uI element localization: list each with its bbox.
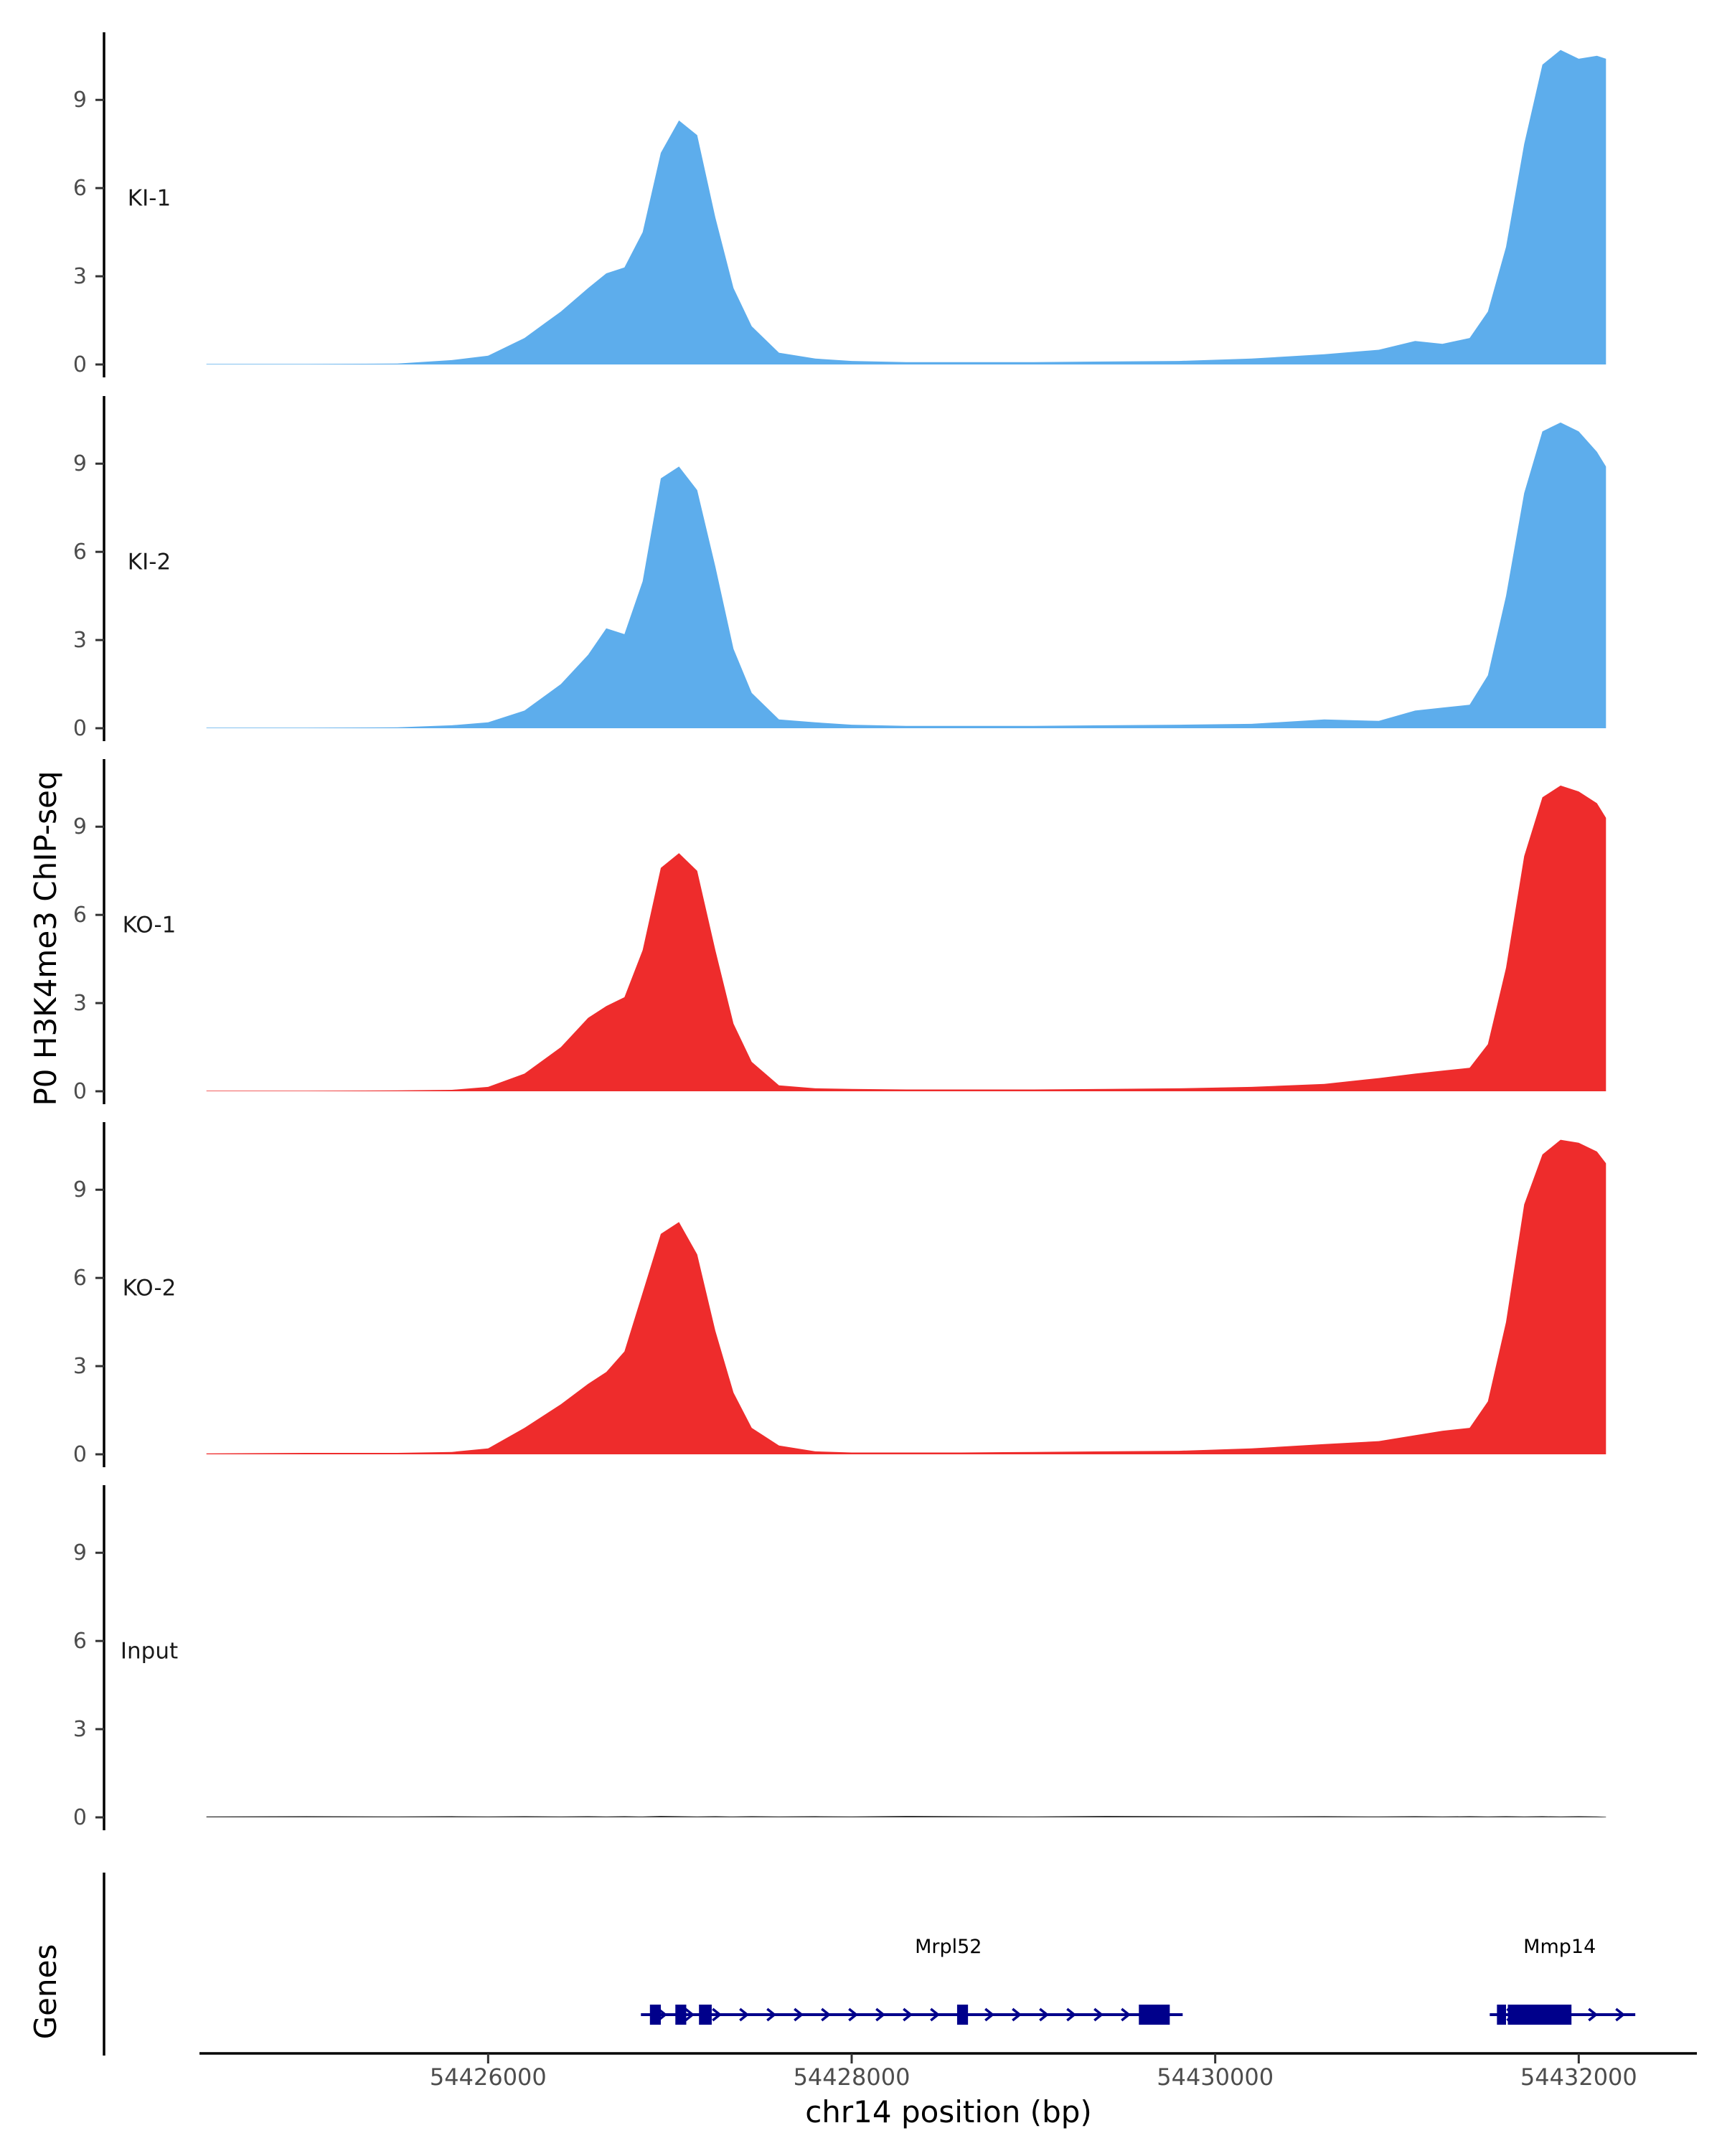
coverage-area-ko-1: [206, 785, 1606, 1091]
strand-arrow-icon: [984, 2007, 995, 2022]
x-axis: 54426000 54428000 54430000 54432000: [199, 2052, 1697, 2091]
y-tick-label-ko-1: 9: [73, 814, 87, 839]
track-label-ki-1: KI-1: [128, 186, 171, 212]
gene-name-mmp14: Mmp14: [1523, 1936, 1596, 1958]
x-tick-label: 54430000: [1157, 2063, 1274, 2091]
y-tick-label-ko-1: 6: [73, 903, 87, 928]
y-tick-label-input: 0: [73, 1805, 87, 1830]
strand-arrow-icon: [1615, 2007, 1626, 2022]
strand-arrow-icon: [739, 2007, 750, 2022]
exon-mrpl52: [956, 2005, 969, 2025]
y-tick-label-ko-2: 6: [73, 1266, 87, 1291]
gene-annotation-panel: Mrpl52 Mmp14: [103, 1873, 1636, 2056]
y-tick-label-ki-2: 3: [73, 628, 87, 653]
track-ko-1: 0 3 6 9 KO-1: [73, 759, 1606, 1104]
exon-mrpl52: [675, 2005, 687, 2025]
x-axis-title: chr14 position (bp): [805, 2094, 1092, 2129]
x-tick-label: 54432000: [1520, 2063, 1637, 2091]
y-tick-label-input: 6: [73, 1629, 87, 1654]
y-tick-label-input: 3: [73, 1717, 87, 1742]
y-tick-label-ki-1: 3: [73, 264, 87, 289]
y-axis-title: P0 H3K4me3 ChIP-seq: [28, 771, 63, 1106]
track-label-ki-2: KI-2: [128, 550, 171, 575]
coverage-area-ko-2: [206, 1139, 1606, 1454]
y-tick-label-ko-2: 0: [73, 1442, 87, 1467]
strand-arrow-icon: [821, 2007, 832, 2022]
track-input: 0 3 6 9 Input: [73, 1485, 1606, 1830]
y-tick-label-ko-2: 3: [73, 1354, 87, 1379]
strand-arrow-icon: [1039, 2007, 1050, 2022]
y-tick-label-ki-2: 9: [73, 451, 87, 476]
gene-mmp14: Mmp14: [1490, 1936, 1636, 2025]
track-label-ko-2: KO-2: [123, 1276, 177, 1301]
x-tick-label: 54426000: [430, 2063, 547, 2091]
track-ki-2: 0 3 6 9 KI-2: [73, 396, 1606, 741]
strand-arrow-icon: [766, 2007, 777, 2022]
exon-mmp14: [1497, 2005, 1506, 2025]
exon-mrpl52: [1139, 2005, 1170, 2025]
strand-arrow-icon: [1093, 2007, 1104, 2022]
y-tick-label-input: 9: [73, 1540, 87, 1566]
exon-mrpl52: [649, 2005, 661, 2025]
strand-arrow-icon: [1066, 2007, 1077, 2022]
coverage-tracks: 0 3 6 9 KI-1 0 3 6 9 KI-2 0 3 6 9 KO-1 0 3 6 9 KO-2 0 3 6 9 Inpu…: [73, 32, 1606, 1830]
gene-mrpl52: Mrpl52: [641, 1936, 1183, 2025]
coverage-area-ki-2: [206, 422, 1606, 728]
strand-arrow-icon: [794, 2007, 804, 2022]
strand-arrow-icon: [903, 2007, 913, 2022]
y-tick-label-ko-2: 9: [73, 1177, 87, 1202]
y-tick-label-ki-1: 9: [73, 88, 87, 113]
strand-arrow-icon: [930, 2007, 941, 2022]
strand-arrow-icon: [848, 2007, 859, 2022]
y-tick-label-ko-1: 3: [73, 991, 87, 1016]
strand-arrow-icon: [875, 2007, 886, 2022]
strand-arrow-icon: [1588, 2007, 1599, 2022]
y-tick-label-ki-1: 0: [73, 352, 87, 377]
genes-panel-title: Genes: [28, 1944, 63, 2040]
strand-arrow-icon: [684, 2007, 695, 2022]
track-ko-2: 0 3 6 9 KO-2: [73, 1122, 1606, 1467]
track-ki-1: 0 3 6 9 KI-1: [73, 32, 1606, 377]
y-tick-label-ko-1: 0: [73, 1079, 87, 1104]
gene-name-mrpl52: Mrpl52: [915, 1936, 982, 1958]
y-tick-label-ki-2: 6: [73, 540, 87, 565]
exon-mrpl52: [699, 2005, 712, 2025]
y-tick-label-ki-1: 6: [73, 176, 87, 201]
track-label-input: Input: [121, 1639, 178, 1665]
strand-arrow-icon: [1121, 2007, 1131, 2022]
coverage-area-ki-1: [206, 50, 1606, 364]
exon-mmp14: [1507, 2005, 1572, 2025]
coverage-area-input: [206, 1816, 1606, 1817]
strand-arrow-icon: [712, 2007, 723, 2022]
track-label-ko-1: KO-1: [123, 913, 177, 938]
y-tick-label-ki-2: 0: [73, 716, 87, 741]
strand-arrow-icon: [1012, 2007, 1022, 2022]
x-tick-label: 54428000: [794, 2063, 911, 2091]
